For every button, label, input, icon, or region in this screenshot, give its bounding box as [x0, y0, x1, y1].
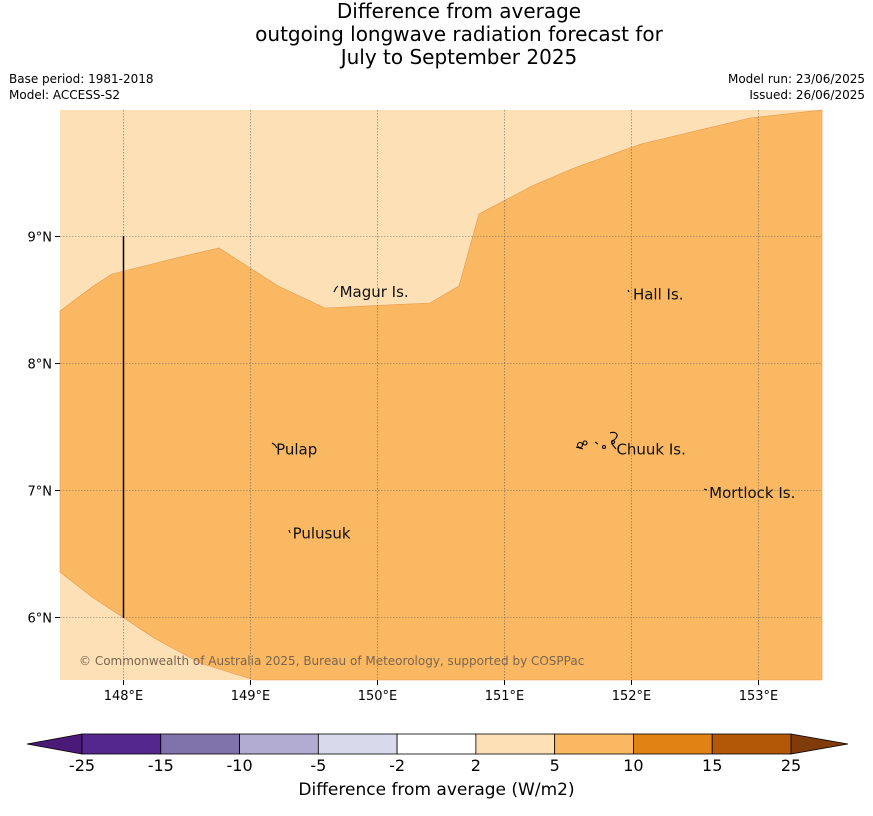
title-line-1: Difference from average: [336, 0, 582, 23]
island-magur: [333, 285, 339, 293]
island-mortlock: [703, 488, 708, 491]
lat-tick-label: 7°N: [28, 485, 53, 500]
place-label: Pulap: [276, 441, 317, 459]
title-line-2: outgoing longwave radiation forecast for: [255, 22, 663, 46]
colorbar-segment: [160, 733, 240, 755]
colorbar-label: Difference from average (W/m2): [298, 780, 575, 800]
place-label: Pulusuk: [293, 524, 351, 542]
colorbar-segment: [554, 733, 634, 755]
place-label: Mortlock Is.: [709, 484, 795, 502]
island-pulap: [271, 442, 278, 449]
longitude-axis: 148°E 149°E 150°E 151°E 152°E 153°E: [104, 680, 779, 704]
place-labels: Magur Is. Hall Is. Pulap Chuuk Is. Mortlock …: [276, 283, 795, 542]
colorbar: -25 -15 -10 -5 -2 2 5 10 15 25: [26, 733, 849, 775]
colorbar-segment: [239, 733, 319, 755]
model-run: Model run: 23/06/2025: [727, 72, 865, 86]
colorbar-tick-label: -2: [389, 756, 405, 775]
colorbar-tick-label: 10: [623, 756, 643, 775]
colorbar-extend-high: [790, 733, 849, 755]
chart-title: Difference from average outgoing longwav…: [0, 0, 873, 69]
lat-tick-label: 6°N: [28, 612, 53, 627]
colorbar-segment: [711, 733, 792, 755]
colorbar-tick-label: 5: [550, 756, 560, 775]
island-hall: [627, 289, 630, 293]
colorbar-segment: [633, 733, 713, 755]
colorbar-segment: [475, 733, 556, 755]
colorbar-tick-label: -15: [148, 756, 174, 775]
issued-date: Issued: 26/06/2025: [749, 88, 865, 102]
colorbar-tick-label: -5: [310, 756, 326, 775]
lat-tick-label: 9°N: [28, 231, 53, 246]
meta-left: Base period: 1981-2018 Model: ACCESS-S2: [9, 71, 154, 103]
colorbar-tick-label: 2: [471, 756, 481, 775]
colorbar-extend-low: [26, 733, 83, 755]
chuuk-lagoon-islands: [575, 431, 618, 450]
colorbar-tick-label: 25: [781, 756, 801, 775]
colorbar-segment: [396, 733, 477, 755]
colorbar-segment: [317, 733, 398, 755]
copyright-notice: © Commonwealth of Australia 2025, Bureau…: [79, 654, 584, 668]
lon-tick-label: 152°E: [612, 689, 652, 704]
lat-tick-label: 8°N: [28, 358, 53, 373]
map-panel: Magur Is. Hall Is. Pulap Chuuk Is. Mortlock …: [59, 109, 823, 681]
place-label: Magur Is.: [340, 283, 409, 301]
lon-tick-label: 148°E: [104, 689, 144, 704]
lon-tick-label: 151°E: [485, 689, 525, 704]
title-line-3: July to September 2025: [340, 45, 578, 69]
base-period: Base period: 1981-2018: [9, 72, 154, 86]
lon-tick-label: 153°E: [739, 689, 779, 704]
meta-right: Model run: 23/06/2025 Issued: 26/06/2025: [728, 71, 865, 103]
colorbar-tick-label: -10: [226, 756, 252, 775]
place-label: Chuuk Is.: [616, 441, 685, 459]
lon-tick-label: 149°E: [231, 689, 271, 704]
island-pulusuk: [288, 529, 291, 534]
colorbar-segment: [81, 733, 162, 755]
island-outlines: [271, 285, 708, 534]
lon-tick-label: 150°E: [358, 689, 398, 704]
model-name: Model: ACCESS-S2: [9, 88, 121, 102]
colorbar-tick-label: -25: [69, 756, 95, 775]
place-label: Hall Is.: [633, 286, 684, 304]
latitude-axis: 9°N 8°N 7°N 6°N: [28, 231, 60, 627]
colorbar-tick-label: 15: [702, 756, 722, 775]
